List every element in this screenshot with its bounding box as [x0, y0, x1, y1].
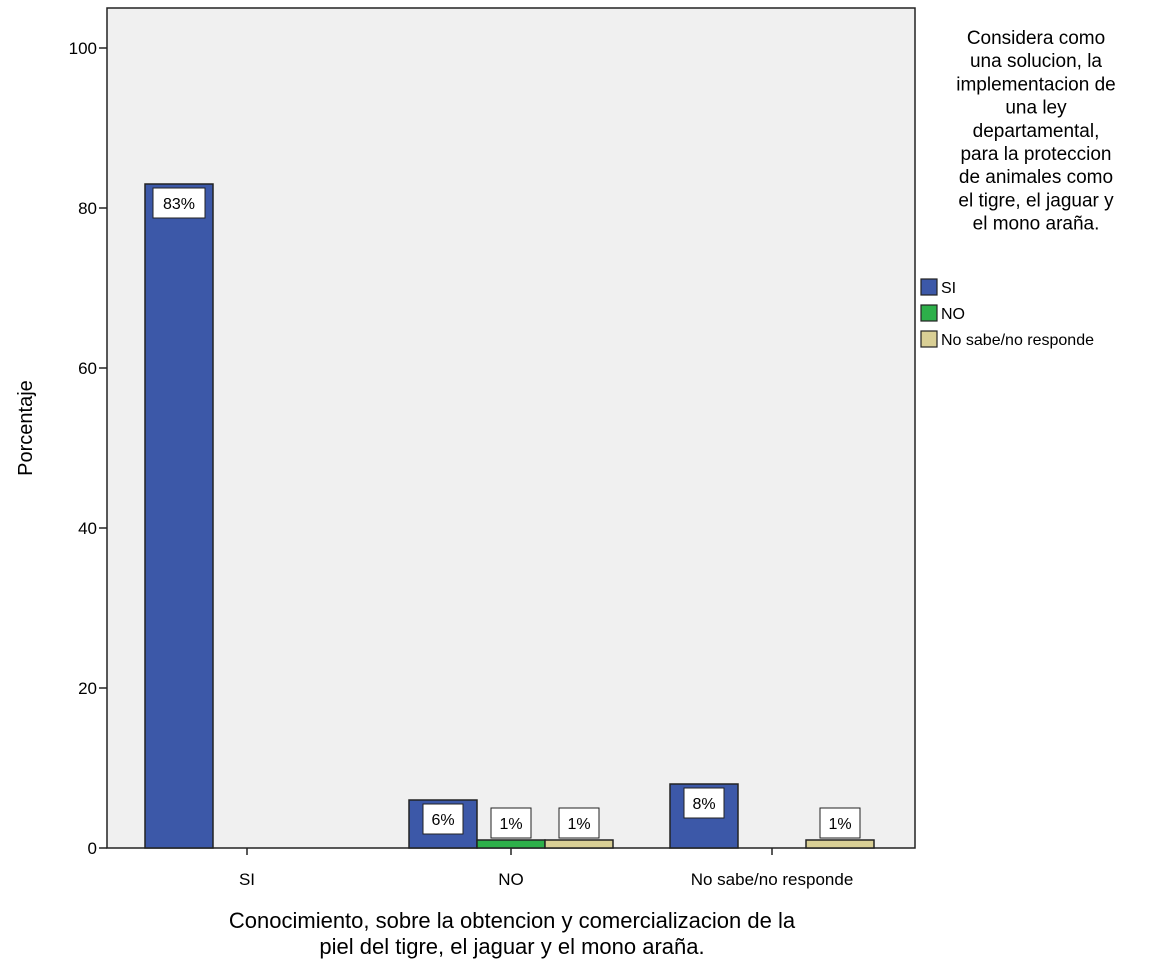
- bar-no-2: [476, 839, 546, 849]
- y-axis: 0 20 40 60 80 100: [69, 39, 107, 858]
- x-tick-label: SI: [239, 870, 255, 889]
- x-tick-label: NO: [498, 870, 524, 889]
- data-label-box: [819, 807, 861, 839]
- y-tick-label: 20: [78, 679, 97, 698]
- legend-title-line: una ley: [1005, 98, 1067, 119]
- legend-title-line: el tigre, el jaguar y: [958, 190, 1114, 211]
- legend-entry-label: SI: [941, 280, 956, 297]
- legend-swatch-2: [920, 304, 938, 322]
- x-axis: SI NO No sabe/no responde: [239, 848, 853, 889]
- legend-title-line: de animales como: [959, 167, 1113, 188]
- legend-title-line: implementacion de: [956, 74, 1115, 95]
- bars: 83% 6% 1% 1% 8% 1%: [144, 183, 875, 849]
- data-label: 1%: [499, 816, 522, 833]
- y-tick-label: 0: [88, 839, 97, 858]
- data-label-box: [422, 803, 464, 835]
- bar-no-sabe-no-responde-2: [544, 839, 614, 849]
- y-tick-label: 60: [78, 359, 97, 378]
- data-label: 8%: [692, 796, 715, 813]
- y-tick-label: 100: [69, 39, 97, 58]
- legend-title-line: departamental,: [973, 121, 1100, 142]
- x-axis-title-line: Conocimiento, sobre la obtencion y comer…: [229, 908, 796, 933]
- data-label: 83%: [163, 196, 195, 213]
- data-label-box: [683, 787, 725, 819]
- plot-area: [106, 7, 916, 849]
- x-axis-title-line: piel del tigre, el jaguar y el mono arañ…: [319, 934, 704, 959]
- bar-si-1: [144, 183, 214, 849]
- legend-entry-label: No sabe/no responde: [941, 332, 1094, 349]
- x-tick-label: No sabe/no responde: [691, 870, 854, 889]
- x-axis-title: Conocimiento, sobre la obtencion y comer…: [229, 908, 796, 959]
- data-label-box: [490, 807, 532, 839]
- data-label-box: [558, 807, 600, 839]
- legend-title: Considera como una solucion, la implementa…: [956, 28, 1115, 235]
- legend-title-line: para la proteccion: [960, 144, 1111, 165]
- data-label: 1%: [828, 816, 851, 833]
- legend-swatch-3: [920, 330, 938, 348]
- legend: Considera como una solucion, la implementa…: [920, 28, 1116, 349]
- legend-title-line: Considera como: [967, 28, 1105, 49]
- y-tick-label: 80: [78, 199, 97, 218]
- legend-swatch-1: [920, 278, 938, 296]
- legend-title-line: el mono araña.: [973, 214, 1100, 235]
- bar-no-sabe-no-responde-3: [805, 839, 875, 849]
- y-tick-label: 40: [78, 519, 97, 538]
- data-label: 6%: [431, 812, 454, 829]
- data-label-box: [152, 187, 206, 219]
- legend-title-line: una solucion, la: [970, 51, 1102, 72]
- legend-entry-label: NO: [941, 306, 965, 323]
- y-axis-title: Porcentaje: [15, 380, 37, 476]
- data-label: 1%: [567, 816, 590, 833]
